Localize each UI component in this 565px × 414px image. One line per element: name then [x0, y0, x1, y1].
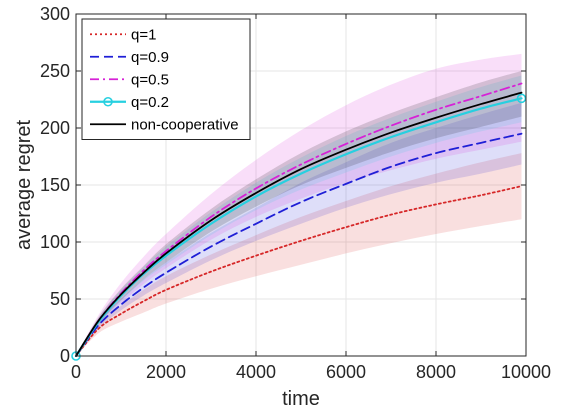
confidence-band [76, 71, 522, 356]
series-line [75, 185, 523, 357]
y-tick-label: 250 [40, 61, 70, 81]
legend-label: q=0.9 [131, 49, 169, 66]
y-tick-label: 150 [40, 175, 70, 195]
y-tick-label: 200 [40, 118, 70, 138]
axes: 0 2000 4000 6000 8000 10000 0 50 100 150 200 250 300 [40, 4, 551, 382]
confidence-band [76, 102, 522, 356]
legend: q=1 q=0.9 q=0.5 q=0.2 non-cooperative [81, 18, 251, 140]
y-axis-title: average regret [13, 120, 35, 251]
x-tick-label: 4000 [236, 362, 276, 382]
confidence-band [76, 75, 522, 356]
series-line [75, 91, 523, 357]
x-tick-label: 10000 [501, 362, 551, 382]
x-tick-label: 8000 [416, 362, 456, 382]
legend-marker [103, 96, 113, 107]
x-tick-label: 6000 [326, 362, 366, 382]
x-tick-label: 2000 [146, 362, 186, 382]
confidence-band [76, 53, 522, 357]
legend-label: non-cooperative [131, 116, 239, 133]
series-lines [71, 82, 527, 361]
legend-label: q=0.2 [131, 94, 169, 111]
legend-label: q=0.5 [131, 71, 169, 88]
x-tick-label: 0 [71, 362, 81, 382]
series-line [75, 132, 523, 357]
legend-label: q=1 [131, 26, 156, 43]
y-tick-label: 300 [40, 4, 70, 24]
confidence-band [76, 153, 522, 356]
y-tick-label: 100 [40, 232, 70, 252]
y-tick-label: 50 [50, 289, 70, 309]
y-tick-label: 0 [60, 346, 70, 366]
confidence-bands [76, 53, 522, 357]
x-axis-title: time [282, 388, 320, 410]
